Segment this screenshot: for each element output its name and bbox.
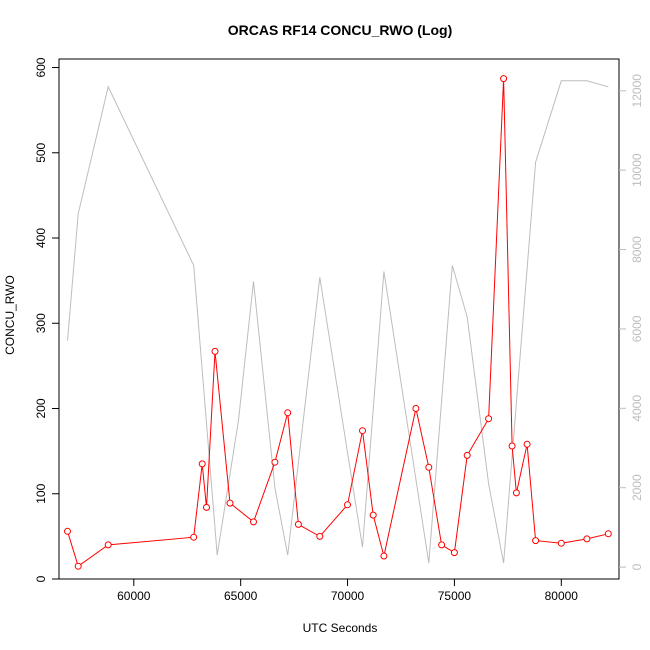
- y2-tick-label: 12000: [630, 74, 644, 108]
- x-tick-label: 70000: [331, 589, 365, 603]
- data-point: [508, 442, 516, 450]
- data-point: [523, 440, 531, 448]
- data-point: [425, 463, 433, 471]
- data-point: [250, 518, 257, 526]
- data-point: [604, 530, 612, 538]
- data-point: [438, 541, 446, 549]
- data-point: [198, 460, 206, 468]
- x-tick-label: 65000: [224, 589, 258, 603]
- data-point: [74, 562, 82, 570]
- data-point: [316, 532, 324, 540]
- y2-tick-label: 2000: [630, 474, 644, 501]
- y-tick-label: 500: [34, 142, 48, 162]
- data-point: [557, 539, 565, 547]
- series-line-right-axis: [67, 80, 609, 564]
- y2-tick-label: 8000: [630, 236, 644, 263]
- series-layer: [64, 75, 612, 570]
- data-point: [463, 451, 471, 459]
- data-point: [344, 501, 351, 509]
- y-tick-label: 0: [34, 575, 48, 582]
- data-point: [190, 533, 198, 541]
- y2-tick-label: 4000: [630, 395, 644, 422]
- y-tick-label: 200: [34, 398, 48, 418]
- data-point: [104, 541, 112, 549]
- x-tick-label: 75000: [438, 589, 472, 603]
- data-point: [294, 520, 302, 528]
- data-point: [226, 499, 234, 507]
- data-point: [485, 415, 493, 423]
- data-point: [583, 535, 591, 543]
- data-point: [380, 552, 388, 560]
- data-point: [450, 549, 458, 557]
- plot-frame: [58, 58, 620, 580]
- data-point: [271, 458, 279, 466]
- x-axis-label: UTC Seconds: [303, 621, 378, 635]
- y-tick-label: 100: [34, 483, 48, 503]
- y-tick-label: 300: [34, 313, 48, 333]
- data-point: [284, 409, 292, 417]
- y-tick-label: 600: [34, 57, 48, 77]
- axes-ticks: 60000 65000 70000 75000 80000010020030040050…: [34, 57, 644, 603]
- y2-tick-label: 6000: [630, 315, 644, 342]
- y2-tick-label: 0: [630, 563, 644, 570]
- data-point: [500, 75, 508, 83]
- y-tick-label: 400: [34, 228, 48, 248]
- data-point: [211, 347, 219, 355]
- x-tick-label: 60000: [117, 589, 151, 603]
- data-point: [512, 489, 520, 497]
- y-axis-label: CONCU_RWO: [3, 275, 17, 355]
- data-point: [369, 511, 377, 519]
- y2-tick-label: 10000: [630, 153, 644, 187]
- data-point: [532, 537, 540, 545]
- data-point: [359, 427, 366, 435]
- data-point: [64, 527, 71, 535]
- data-point: [412, 405, 420, 412]
- data-point: [203, 503, 210, 511]
- x-tick-label: 80000: [545, 589, 579, 603]
- chart-title: ORCAS RF14 CONCU_RWO (Log): [228, 22, 453, 38]
